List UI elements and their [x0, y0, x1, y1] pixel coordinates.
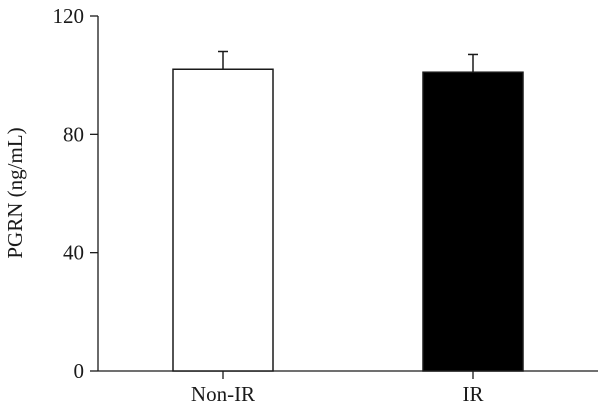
- y-ticks: 0 40 80 120: [53, 4, 98, 383]
- x-tick-label: IR: [463, 382, 484, 406]
- y-tick-label: 0: [74, 359, 85, 383]
- y-tick-label: 120: [53, 4, 85, 28]
- x-tick-label: Non-IR: [191, 382, 255, 406]
- bar-ir: [422, 71, 524, 372]
- y-tick-label: 80: [63, 122, 84, 146]
- bars: [172, 50, 524, 372]
- x-ticks: Non-IR IR: [191, 371, 484, 406]
- y-tick-label: 40: [63, 241, 84, 265]
- y-axis-title: PGRN (ng/mL): [3, 127, 27, 258]
- bar-non-ir: [172, 68, 274, 372]
